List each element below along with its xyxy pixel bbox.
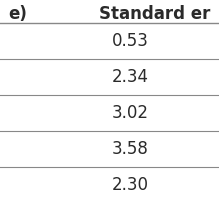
Text: 2.34: 2.34	[111, 68, 148, 86]
Text: 3.02: 3.02	[111, 104, 148, 122]
Text: e): e)	[8, 5, 27, 23]
Text: 0.53: 0.53	[111, 32, 148, 50]
Text: 3.58: 3.58	[111, 140, 148, 158]
Text: Standard er: Standard er	[99, 5, 211, 23]
Text: 2.30: 2.30	[111, 176, 148, 194]
